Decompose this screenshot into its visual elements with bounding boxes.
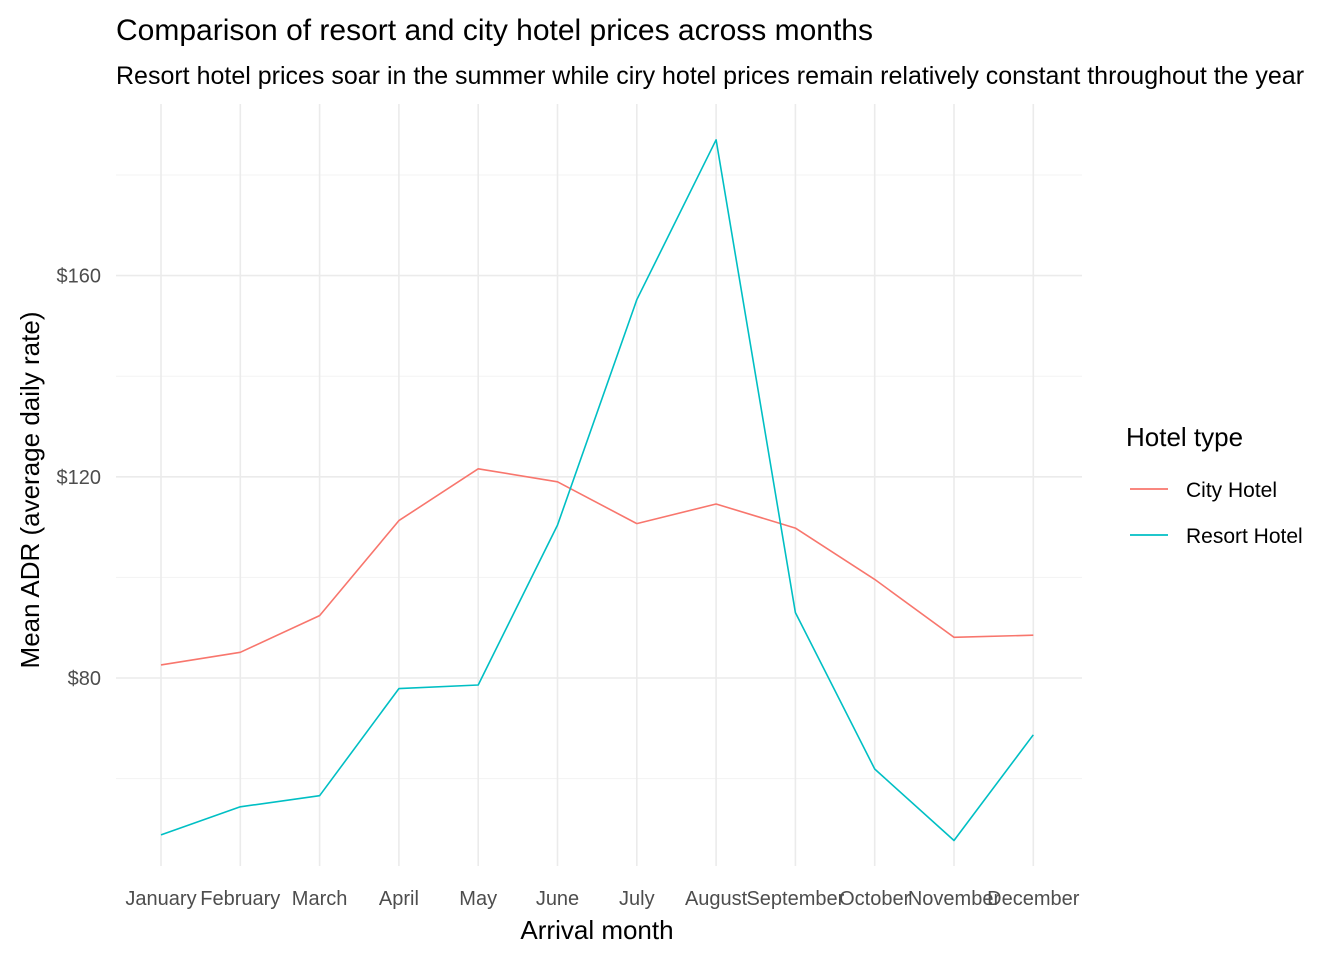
grid [116,104,1082,866]
x-tick-label: October [839,888,910,910]
chart-title: Comparison of resort and city hotel pric… [116,14,873,47]
x-tick-label: January [125,888,196,910]
x-tick-label: July [619,888,655,910]
y-tick-label: $80 [68,668,101,690]
series-line-city-hotel [160,467,1034,666]
y-tick-label: $160 [57,266,102,288]
x-axis-title: Arrival month [520,915,673,945]
series-line-resort-hotel [160,139,1034,842]
x-tick-label: November [908,888,1001,910]
legend-title: Hotel type [1126,422,1243,452]
legend: Hotel type City Hotel Resort Hotel [1126,422,1303,548]
chart-subtitle: Resort hotel prices soar in the summer w… [116,62,1304,90]
x-tick-label: February [200,888,280,910]
y-axis-ticks: $80 $120 $160 [57,266,102,690]
x-tick-label: March [292,888,348,910]
x-tick-label: September [746,888,844,910]
x-tick-label: June [536,888,579,910]
x-axis-ticks: January February March April May June July Augu… [125,888,1079,910]
x-tick-label: April [379,888,419,910]
legend-label: Resort Hotel [1186,525,1303,548]
y-axis-title: Mean ADR (average daily rate) [15,312,45,669]
x-tick-label: August [685,888,748,910]
x-tick-label: May [459,888,497,910]
series-lines [160,139,1034,842]
x-tick-label: December [987,888,1080,910]
legend-label: City Hotel [1186,479,1277,502]
y-tick-label: $120 [57,467,102,489]
